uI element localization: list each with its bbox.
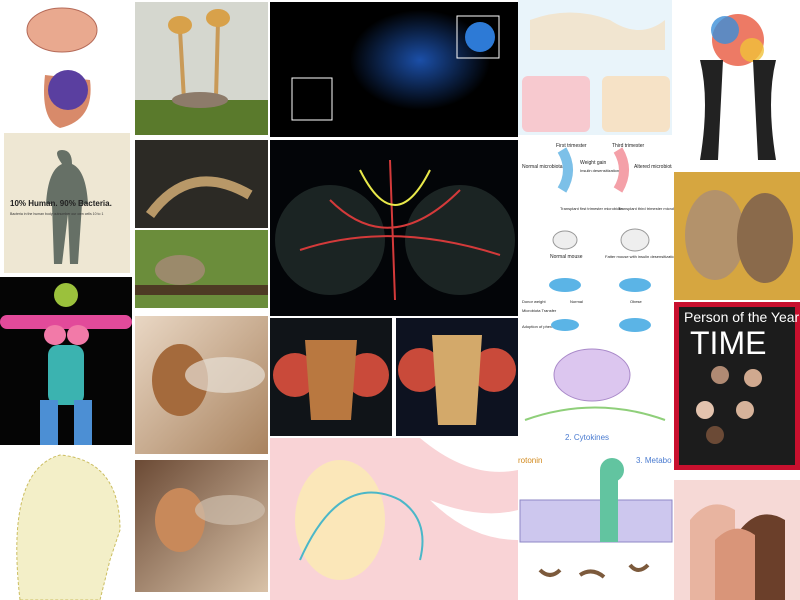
colorful-body xyxy=(0,277,132,445)
time-masthead: TIME xyxy=(690,325,766,361)
green-fly xyxy=(135,230,268,308)
bacteria-poster: 10% Human. 90% Bacteria. Bacteria in the… xyxy=(4,133,130,273)
label-normal-mouse: Normal mouse xyxy=(550,254,583,260)
gut-brain-diagram: 2. Cytokines 3. Metabo rotonin xyxy=(518,345,673,600)
label-transplant-first: Transplant first trimester microbiota xyxy=(560,206,623,211)
brain-gut-illustration xyxy=(0,0,130,130)
poster-headline: 10% Human. 90% Bacteria. xyxy=(10,199,112,208)
label-obese: Obese xyxy=(630,299,643,304)
label-altered-microbiota: Altered microbiota xyxy=(634,164,675,170)
fly-brain-neurons xyxy=(270,140,518,316)
label-third: Third trimester xyxy=(612,143,645,149)
label-weight-gain: Weight gain xyxy=(580,160,607,166)
time-cover: Person of the Year TIME xyxy=(674,302,800,470)
fly-head-gold xyxy=(396,318,518,436)
fungus-insect xyxy=(135,140,268,228)
pregnancy-diagram: First trimester Third trimester Normal m… xyxy=(518,138,683,345)
label-donor-weight: Donor weight xyxy=(522,299,546,304)
microbiome-map xyxy=(518,0,672,135)
label-normal-microbiota: Normal microbiota xyxy=(522,164,563,170)
label-serotonin: rotonin xyxy=(518,456,542,465)
label-normal: Normal xyxy=(570,299,583,304)
label-transplant-third: Transplant third trimester microbiota xyxy=(618,206,683,211)
label-adoption: Adoption of phenotype xyxy=(522,324,563,329)
fly-brown xyxy=(135,460,268,592)
pink-illustration xyxy=(270,438,518,600)
label-fatter-mouse: Fatter mouse with insulin desensitizatio… xyxy=(605,254,677,259)
time-person-of-year: Person of the Year xyxy=(684,309,800,325)
fly-head-orange xyxy=(270,318,392,436)
fluorescent-cells xyxy=(270,2,518,137)
poster-subline: Bacteria in the human body outnumber our… xyxy=(10,212,103,216)
label-transfer: Microbiota Transfer xyxy=(522,308,557,313)
kissing-art xyxy=(672,0,800,170)
fly-beige xyxy=(135,316,268,454)
bacteria-head xyxy=(0,447,132,600)
raised-fists xyxy=(674,480,800,600)
kiss-portrait xyxy=(674,172,800,300)
label-first: First trimester xyxy=(556,143,587,149)
label-metabolites: 3. Metabo xyxy=(636,456,672,465)
label-cytokines: 2. Cytokines xyxy=(565,433,609,442)
label-insulin: Insulin desensitization xyxy=(580,168,619,173)
cordyceps-mushrooms xyxy=(135,2,268,135)
